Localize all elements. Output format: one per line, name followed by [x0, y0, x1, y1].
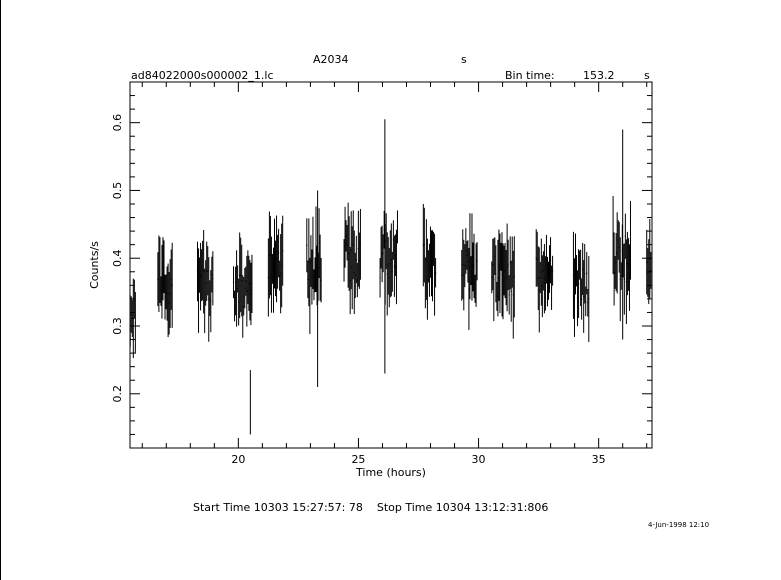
y-tick-label: 0.6: [111, 114, 124, 131]
title-unit: s: [461, 53, 467, 66]
x-tick-label: 20: [231, 453, 245, 466]
axis-ticks: 20 25 30 35 0.2 0.3 0.4 0.5 0.6: [111, 81, 652, 466]
plot-frame: [129, 81, 653, 449]
y-tick-label: 0.3: [111, 317, 124, 335]
y-tick-label: 0.4: [111, 249, 124, 267]
x-tick-label: 35: [592, 453, 606, 466]
start-stop-times: Start Time 10303 15:27:57: 78 Stop Time …: [193, 501, 549, 514]
y-axis-label: Counts/s: [88, 241, 101, 289]
y-tick-label: 0.2: [111, 385, 124, 403]
window-edge: [0, 0, 1, 580]
object-title: A2034: [313, 53, 349, 66]
x-tick-label: 30: [472, 453, 486, 466]
bin-time-value: 153.2: [583, 69, 615, 82]
y-tick-label: 0.5: [111, 182, 124, 200]
filename-label: ad84022000s000002_1.lc: [131, 69, 274, 82]
bin-time-label: Bin time:: [505, 69, 555, 82]
x-tick-label: 25: [351, 453, 365, 466]
x-axis-label: Time (hours): [355, 466, 426, 479]
bin-time-unit: s: [644, 69, 650, 82]
timestamp: 4-Jun-1998 12:10: [648, 521, 710, 529]
error-bars: [129, 119, 652, 435]
